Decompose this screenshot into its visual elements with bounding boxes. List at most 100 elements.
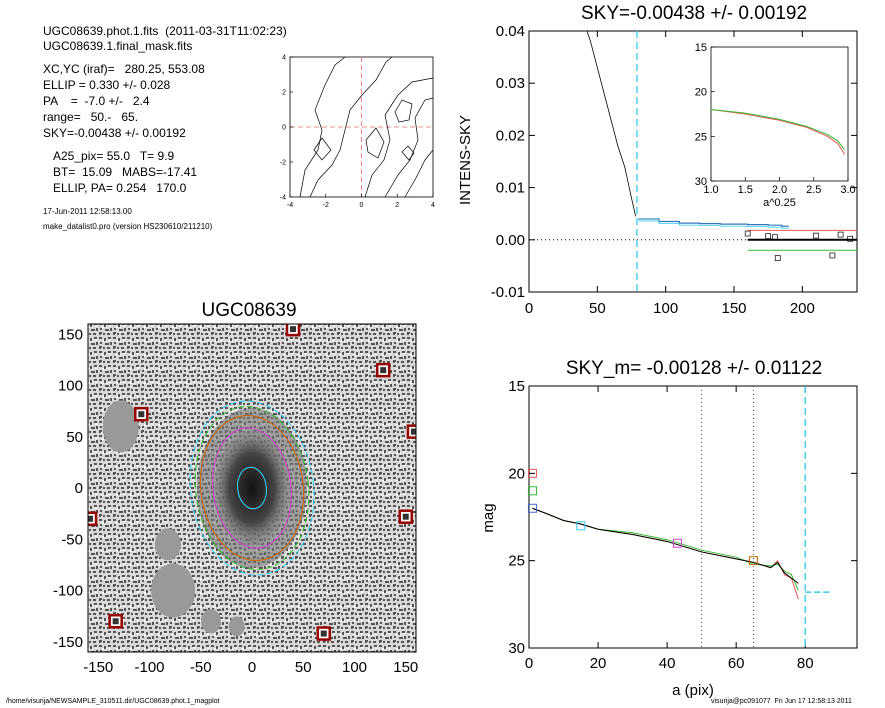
contour-line (401, 145, 415, 161)
contour-frame (289, 56, 434, 198)
image-ytick-label: -150 (53, 634, 83, 651)
magnitude-profile-line (532, 507, 799, 600)
inset-xtick-label: 1.0 (703, 184, 718, 196)
sky-frame (528, 30, 858, 293)
sky-ytick-label: -0.01 (491, 284, 525, 301)
step-profile-line (638, 218, 789, 227)
mag-chart-xlabel: a (pix) (672, 682, 714, 699)
contour-ytick-label: 0 (282, 125, 286, 132)
sky-xtick-label: 0 (525, 300, 533, 317)
date-line: 17-Jun-2011 12:58:13.00 (43, 207, 132, 216)
profile-marker (527, 468, 537, 478)
masked-star-box (134, 406, 149, 422)
masked-star-box (88, 511, 98, 526)
program-line: make_datalist0.pro (version HS230610/211… (43, 222, 213, 231)
inset-frame (710, 46, 849, 182)
isophote-ellipse (236, 466, 268, 510)
mag-ytick-label: 25 (508, 553, 525, 570)
isophote-ellipse (199, 414, 305, 562)
image-ytick-label: 100 (58, 378, 83, 395)
masked-region (154, 528, 181, 561)
contour-line (299, 56, 346, 198)
inset-series-line (710, 109, 845, 151)
masked-region (228, 616, 245, 637)
mag-xtick-label: 40 (659, 655, 676, 672)
masked-star (410, 428, 416, 435)
mag-ytick-label: 30 (508, 640, 525, 657)
sky-data-square (847, 235, 854, 242)
image-area (88, 324, 416, 652)
masked-star-box (316, 626, 331, 641)
image-ytick-label: 0 (75, 480, 83, 497)
sky-ytick-label: 0.03 (496, 75, 525, 92)
masked-star-box (285, 324, 301, 337)
sky-data-square (765, 233, 772, 239)
sky-xtick-label: 200 (790, 300, 815, 317)
contour-line (394, 99, 413, 123)
masked-star (138, 411, 145, 418)
sky-data-square (813, 232, 819, 239)
param-line: A25_pix= 55.0 T= 9.9 (53, 149, 175, 163)
contour-ytick-label: 2 (282, 90, 286, 97)
masked-star (290, 326, 296, 333)
footer-file-path: /home/visurija/NEWSAMPLE_310511.dir/UGC0… (6, 698, 220, 705)
sky-ytick-label: 0.02 (496, 127, 525, 144)
image-xtick-label: 50 (295, 659, 312, 676)
masked-star (88, 515, 94, 522)
image-ytick-label: 50 (66, 429, 83, 446)
masked-star-box (375, 362, 391, 378)
sky-data-square (744, 230, 751, 237)
masked-star (402, 513, 409, 520)
contour-line (364, 77, 434, 198)
param-line: XC,YC (iraf)= 280.25, 553.08 (43, 62, 205, 76)
inset-ytick-label: 20 (695, 87, 707, 99)
inset-xtick-label: 1.5 (738, 184, 753, 196)
isophote-ellipse (189, 400, 315, 576)
masked-region (201, 609, 221, 634)
sky-ytick-label: 0.00 (496, 232, 525, 249)
mag-chart-title: SKY_m= -0.00128 +/- 0.01122 (566, 358, 822, 379)
contour-line (365, 127, 385, 159)
mask-name-line: UGC08639.1.final_mask.fits (43, 39, 193, 53)
mag-xtick-label: 20 (590, 655, 607, 672)
inset-ytick-label: 15 (695, 42, 707, 54)
image-xtick-label: -100 (134, 659, 164, 676)
image-noise-bg (88, 324, 416, 652)
contour-ytick-label: 4 (282, 55, 286, 62)
image-title: UGC08639 (201, 300, 296, 321)
sky-data-square (837, 231, 844, 238)
image-xtick-label: -50 (190, 659, 212, 676)
sky-chart-ylabel: INTENS-SKY (457, 115, 474, 205)
contour-xtick-label: -2 (323, 202, 329, 209)
profile-marker (576, 521, 586, 531)
image-ytick-label: -50 (61, 531, 83, 548)
masked-region (102, 400, 139, 453)
contour-xtick-label: 2 (395, 202, 399, 209)
mag-xtick-label: 60 (728, 655, 745, 672)
contour-line (404, 149, 434, 198)
contour-xtick-label: 0 (360, 202, 364, 209)
image-ytick-label: 150 (58, 326, 83, 343)
param-line: range= 50.- 65. (43, 110, 139, 124)
sky-plot-area (529, 31, 857, 292)
mag-xtick-label: 0 (525, 655, 533, 672)
sky-xtick-label: 100 (653, 300, 678, 317)
inset-ytick-label: 30 (695, 176, 707, 188)
mag-ytick-label: 20 (508, 465, 525, 482)
step-profile-line (638, 220, 789, 229)
masked-region (151, 563, 196, 618)
contour-line (384, 97, 434, 198)
inset-xtick-label: 3.0 (840, 184, 855, 196)
image-ytick-label: -100 (53, 583, 83, 600)
image-xtick-label: 100 (342, 659, 367, 676)
contour-xtick-label: -4 (287, 202, 293, 209)
param-line: PA = -7.0 +/- 2.4 (43, 94, 150, 108)
profile-marker (527, 503, 537, 513)
sky-xtick-label: 150 (721, 300, 746, 317)
sky-ytick-label: 0.04 (496, 23, 525, 40)
image-xtick-label: 0 (248, 659, 256, 676)
masked-star (320, 630, 327, 637)
image-xtick-label: 150 (393, 659, 418, 676)
intensity-profile-line (586, 31, 636, 217)
image-xtick-label: -150 (83, 659, 113, 676)
